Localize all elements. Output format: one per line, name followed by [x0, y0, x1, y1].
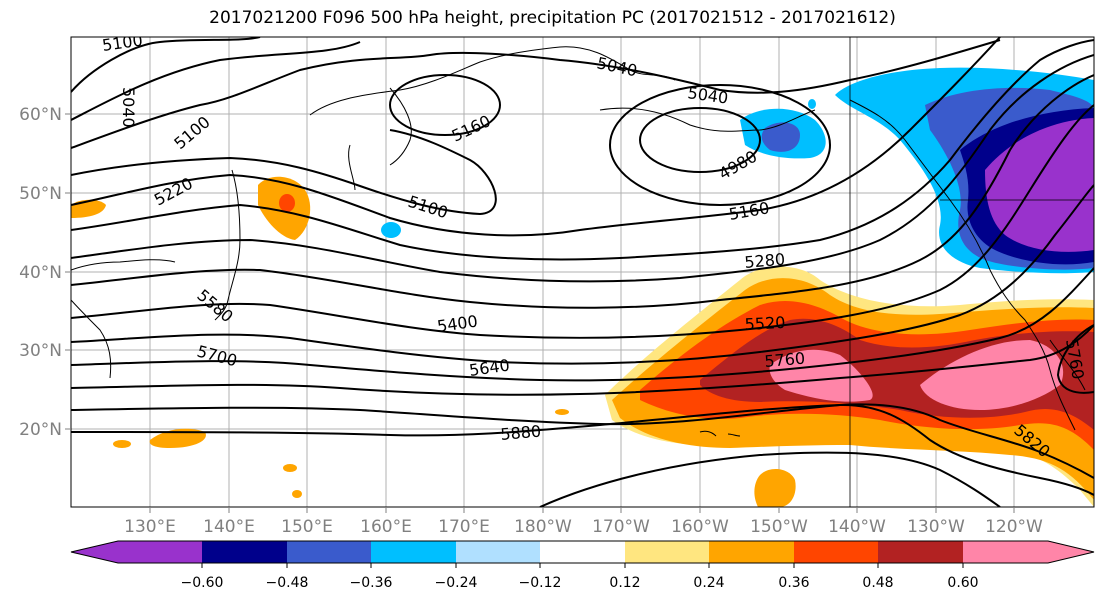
contour-label: 5040	[119, 87, 138, 128]
lat-tick-label: 60°N	[19, 105, 62, 125]
lon-tick-label: 170°E	[438, 517, 490, 537]
colorbar-segment	[202, 541, 287, 563]
colorbar-segment	[963, 541, 1094, 563]
lon-tick-label: 120°W	[985, 517, 1043, 537]
colorbar-tick-label: 0.24	[693, 575, 724, 591]
colorbar-segment	[625, 541, 709, 563]
colorbar-segment	[794, 541, 878, 563]
colorbar-tick-label: 0.36	[778, 575, 809, 591]
lat-tick-label: 50°N	[19, 184, 62, 204]
contour-label: 5880	[500, 422, 542, 444]
lat-tick-label: 30°N	[19, 341, 62, 361]
colorbar-segment	[456, 541, 540, 563]
map-area: 5100 5040 5100 5220 5160 5040 5040 4980 …	[71, 30, 1094, 507]
tick-marks	[65, 113, 1015, 513]
colorbar-segment	[287, 541, 371, 563]
lon-tick-label: 140°W	[828, 517, 886, 537]
lon-tick-label: 150°E	[281, 517, 333, 537]
lon-tick-label: 160°W	[671, 517, 729, 537]
colorbar-tick-label: 0.12	[609, 575, 640, 591]
latitude-labels: 60°N 50°N 40°N 30°N 20°N	[19, 105, 62, 440]
negative-precip-field	[381, 67, 1094, 274]
lat-tick-label: 40°N	[19, 263, 62, 283]
colorbar-segment	[71, 541, 202, 563]
colorbar-segment	[540, 541, 625, 563]
colorbar-segment	[371, 541, 456, 563]
colorbar-tick-label: −0.36	[350, 575, 393, 591]
colorbar-segment	[709, 541, 794, 563]
lon-tick-label: 160°E	[360, 517, 412, 537]
lon-tick-label: 130°E	[124, 517, 176, 537]
colorbar-tick-label: −0.24	[435, 575, 478, 591]
contour-label: 5100	[101, 30, 144, 54]
contour-label: 5520	[744, 313, 786, 334]
height-contours	[71, 37, 1094, 507]
longitude-labels: 130°E 140°E 150°E 160°E 170°E 180°W 170°…	[124, 517, 1043, 537]
colorbar-tick-label: −0.12	[519, 575, 562, 591]
colorbar-segment	[878, 541, 963, 563]
colorbar-tick-label: 0.48	[862, 575, 893, 591]
lon-tick-label: 150°W	[750, 517, 808, 537]
lon-tick-label: 170°W	[592, 517, 650, 537]
colorbar-outline	[70, 540, 1095, 564]
colorbar-tick-label: 0.60	[947, 575, 978, 591]
lat-tick-label: 20°N	[19, 420, 62, 440]
lon-tick-label: 130°W	[907, 517, 965, 537]
lon-tick-label: 180°W	[514, 517, 572, 537]
contour-label: 5760	[764, 349, 806, 371]
contour-label: 5280	[744, 250, 786, 272]
colorbar-tick-label: −0.48	[266, 575, 309, 591]
colorbar	[70, 540, 1095, 568]
colorbar-tick-label: −0.60	[181, 575, 224, 591]
lon-tick-label: 140°E	[203, 517, 255, 537]
colorbar-tick-labels: −0.60 −0.48 −0.36 −0.24 −0.12 0.12 0.24 …	[181, 575, 979, 591]
figure-title: 2017021200 F096 500 hPa height, precipit…	[209, 8, 896, 28]
